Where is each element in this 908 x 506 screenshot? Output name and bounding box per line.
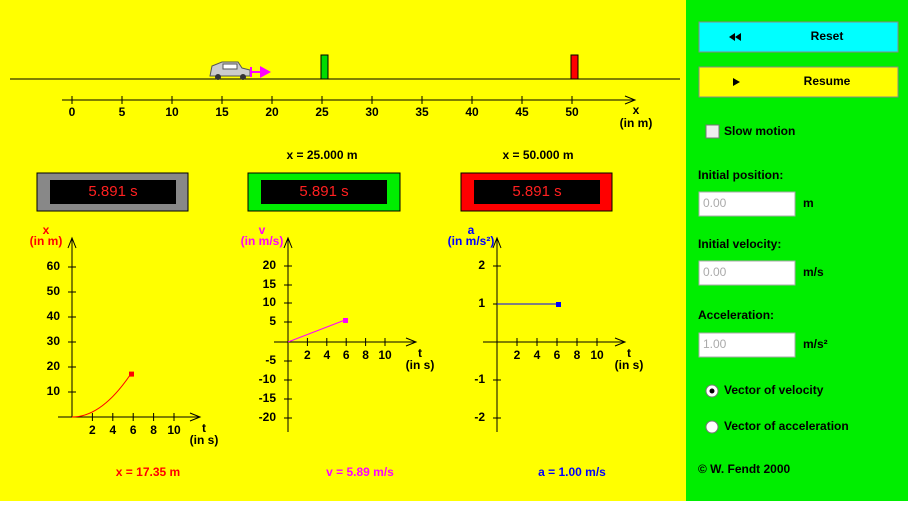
radio-label: Vector of acceleration bbox=[724, 419, 849, 433]
y-unit: (in m/s²) bbox=[448, 234, 495, 248]
unit: m/s² bbox=[803, 337, 828, 351]
y-tick-label: 15 bbox=[263, 277, 277, 291]
button-label: Reset bbox=[811, 29, 844, 43]
radio[interactable] bbox=[706, 421, 718, 433]
resume-button[interactable] bbox=[699, 67, 898, 97]
scale-label: 50 bbox=[565, 105, 579, 119]
y-tick-label: 10 bbox=[263, 295, 277, 309]
scale-label: 40 bbox=[465, 105, 479, 119]
radio-label: Vector of velocity bbox=[724, 383, 824, 397]
t-tick-label: 4 bbox=[109, 423, 116, 437]
green-marker[interactable] bbox=[321, 55, 328, 79]
scale-label: 5 bbox=[119, 105, 126, 119]
t-tick-label: 8 bbox=[150, 423, 157, 437]
t-tick-label: 10 bbox=[167, 423, 181, 437]
marker-label: x = 50.000 m bbox=[502, 148, 573, 162]
y-tick-label: 1 bbox=[478, 296, 485, 310]
input-value: 1.00 bbox=[703, 337, 727, 351]
t-tick-label: 6 bbox=[343, 348, 350, 362]
t-tick-label: 10 bbox=[590, 348, 604, 362]
checkbox-label: Slow motion bbox=[724, 124, 795, 138]
y-tick-label: -1 bbox=[474, 372, 485, 386]
scale-label: 30 bbox=[365, 105, 379, 119]
axis-unit: (in m) bbox=[620, 116, 653, 130]
t-unit: (in s) bbox=[190, 433, 219, 447]
input-value: 0.00 bbox=[703, 196, 727, 210]
t-tick-label: 8 bbox=[574, 348, 581, 362]
field-label: Acceleration: bbox=[698, 308, 774, 322]
checkbox[interactable] bbox=[706, 125, 719, 138]
clock-text: 5.891 s bbox=[299, 183, 348, 200]
velocity-point bbox=[343, 318, 348, 323]
t-unit: (in s) bbox=[615, 358, 644, 372]
unit: m bbox=[803, 196, 814, 210]
reset-button[interactable] bbox=[699, 22, 898, 52]
t-tick-label: 2 bbox=[514, 348, 521, 362]
clock-text: 5.891 s bbox=[512, 183, 561, 200]
y-tick-label: 30 bbox=[47, 334, 61, 348]
y-tick-label: 2 bbox=[478, 258, 485, 272]
applet: 05101520253035404550 x (in m) x = 25.000… bbox=[0, 0, 908, 501]
y-tick-label: 60 bbox=[47, 259, 61, 273]
y-tick-label: 20 bbox=[263, 258, 277, 272]
unit: m/s bbox=[803, 265, 824, 279]
y-unit: (in m/s) bbox=[241, 234, 284, 248]
y-tick-label: -20 bbox=[259, 410, 277, 424]
scale-label: 25 bbox=[315, 105, 329, 119]
y-tick-label: 20 bbox=[47, 359, 61, 373]
readout: a = 1.00 m/s bbox=[538, 465, 606, 479]
t-tick-label: 4 bbox=[323, 348, 330, 362]
t-tick-label: 6 bbox=[554, 348, 561, 362]
red-marker[interactable] bbox=[571, 55, 578, 79]
y-unit: (in m) bbox=[30, 234, 63, 248]
acceleration-point bbox=[556, 302, 561, 307]
t-tick-label: 6 bbox=[130, 423, 137, 437]
radio-dot bbox=[710, 389, 715, 394]
scale-label: 0 bbox=[69, 105, 76, 119]
t-tick-label: 4 bbox=[534, 348, 541, 362]
simulation-area bbox=[0, 0, 686, 501]
axis-label: x bbox=[633, 103, 640, 117]
t-unit: (in s) bbox=[406, 358, 435, 372]
field-label: Initial velocity: bbox=[698, 237, 781, 251]
y-tick-label: -5 bbox=[265, 353, 276, 367]
t-tick-label: 2 bbox=[304, 348, 311, 362]
y-tick-label: 5 bbox=[269, 314, 276, 328]
y-tick-label: -2 bbox=[474, 410, 485, 424]
field-label: Initial position: bbox=[698, 168, 783, 182]
input-value: 0.00 bbox=[703, 265, 727, 279]
readout: x = 17.35 m bbox=[116, 465, 180, 479]
scale-label: 35 bbox=[415, 105, 429, 119]
clock-text: 5.891 s bbox=[88, 183, 137, 200]
t-tick-label: 8 bbox=[362, 348, 369, 362]
scale-label: 10 bbox=[165, 105, 179, 119]
scale-label: 15 bbox=[215, 105, 229, 119]
y-tick-label: 40 bbox=[47, 309, 61, 323]
position-point bbox=[129, 372, 134, 377]
t-tick-label: 2 bbox=[89, 423, 96, 437]
copyright: © W. Fendt 2000 bbox=[698, 462, 791, 476]
y-tick-label: 50 bbox=[47, 284, 61, 298]
scale-label: 45 bbox=[515, 105, 529, 119]
y-tick-label: 10 bbox=[47, 384, 61, 398]
y-tick-label: -10 bbox=[259, 372, 277, 386]
y-tick-label: -15 bbox=[259, 391, 277, 405]
scale-label: 20 bbox=[265, 105, 279, 119]
marker-label: x = 25.000 m bbox=[286, 148, 357, 162]
readout: v = 5.89 m/s bbox=[326, 465, 394, 479]
button-label: Resume bbox=[804, 74, 851, 88]
t-tick-label: 10 bbox=[378, 348, 392, 362]
